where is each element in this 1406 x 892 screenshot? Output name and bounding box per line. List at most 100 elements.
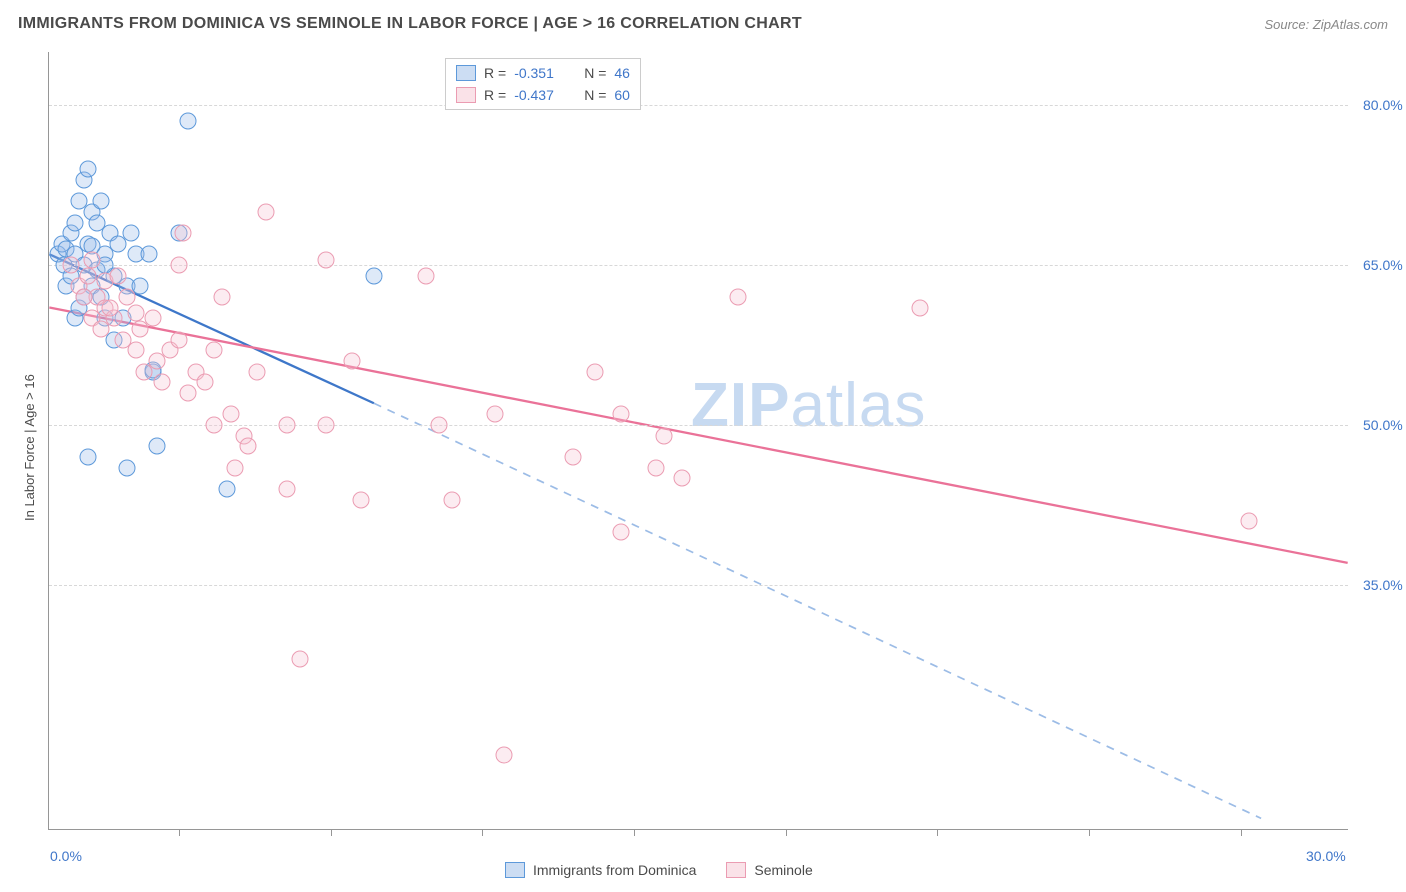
data-point-dominica: [119, 459, 136, 476]
data-point-seminole: [62, 257, 79, 274]
watermark: ZIPatlas: [691, 370, 926, 441]
data-point-dominica: [67, 214, 84, 231]
data-point-seminole: [1241, 512, 1258, 529]
gridline: [49, 105, 1348, 106]
data-point-dominica: [93, 193, 110, 210]
legend-n-value: 60: [614, 87, 630, 103]
x-tick: [1089, 829, 1090, 836]
data-point-seminole: [249, 363, 266, 380]
data-point-dominica: [366, 267, 383, 284]
gridline: [49, 425, 1348, 426]
data-point-seminole: [565, 448, 582, 465]
legend-swatch: [456, 65, 476, 81]
legend-swatch: [505, 862, 525, 878]
correlation-legend: R =-0.351N =46R =-0.437N =60: [445, 58, 641, 110]
data-point-seminole: [344, 353, 361, 370]
data-point-seminole: [353, 491, 370, 508]
data-point-seminole: [127, 342, 144, 359]
data-point-seminole: [145, 310, 162, 327]
data-point-seminole: [179, 385, 196, 402]
data-point-seminole: [153, 374, 170, 391]
data-point-dominica: [179, 113, 196, 130]
data-point-seminole: [656, 427, 673, 444]
data-point-seminole: [205, 417, 222, 434]
data-point-seminole: [214, 289, 231, 306]
legend-r-value: -0.437: [514, 87, 576, 103]
legend-n-value: 46: [614, 65, 630, 81]
data-point-seminole: [730, 289, 747, 306]
y-tick-label: 50.0%: [1363, 417, 1403, 433]
data-point-seminole: [587, 363, 604, 380]
data-point-seminole: [292, 651, 309, 668]
data-point-dominica: [218, 480, 235, 497]
gridline: [49, 585, 1348, 586]
legend-n-label: N =: [584, 87, 606, 103]
x-tick: [331, 829, 332, 836]
legend-swatch: [726, 862, 746, 878]
data-point-seminole: [487, 406, 504, 423]
chart-title: IMMIGRANTS FROM DOMINICA VS SEMINOLE IN …: [18, 15, 802, 33]
gridline: [49, 265, 1348, 266]
data-point-seminole: [101, 299, 118, 316]
legend-swatch: [456, 87, 476, 103]
data-point-seminole: [647, 459, 664, 476]
data-point-seminole: [279, 480, 296, 497]
data-point-seminole: [418, 267, 435, 284]
data-point-seminole: [93, 321, 110, 338]
y-tick-label: 35.0%: [1363, 577, 1403, 593]
legend-r-label: R =: [484, 65, 506, 81]
x-tick: [482, 829, 483, 836]
x-axis-max-label: 30.0%: [1306, 848, 1346, 864]
data-point-seminole: [613, 523, 630, 540]
data-point-seminole: [171, 257, 188, 274]
legend-row-dominica: R =-0.351N =46: [456, 62, 630, 84]
legend-row-seminole: R = -0.437 N = 60: [456, 84, 630, 106]
data-point-seminole: [127, 305, 144, 322]
data-point-seminole: [318, 417, 335, 434]
series-legend: Immigrants from Dominica Seminole: [505, 862, 813, 878]
chart-container: IMMIGRANTS FROM DOMINICA VS SEMINOLE IN …: [0, 0, 1406, 892]
watermark-rest: atlas: [790, 371, 926, 440]
data-point-seminole: [673, 470, 690, 487]
data-point-seminole: [223, 406, 240, 423]
source-label: Source: ZipAtlas.com: [1264, 17, 1388, 32]
data-point-seminole: [110, 267, 127, 284]
series-legend-item-dominica: Immigrants from Dominica: [505, 862, 696, 878]
series-legend-label: Immigrants from Dominica: [533, 862, 696, 878]
data-point-seminole: [227, 459, 244, 476]
data-point-seminole: [171, 331, 188, 348]
x-tick: [937, 829, 938, 836]
data-point-dominica: [80, 448, 97, 465]
legend-n-label: N =: [584, 65, 606, 81]
data-point-dominica: [123, 225, 140, 242]
header: IMMIGRANTS FROM DOMINICA VS SEMINOLE IN …: [0, 0, 1406, 40]
x-tick: [179, 829, 180, 836]
data-point-seminole: [257, 203, 274, 220]
y-axis-title: In Labor Force | Age > 16: [22, 374, 37, 521]
data-point-seminole: [240, 438, 257, 455]
data-point-seminole: [197, 374, 214, 391]
data-point-seminole: [80, 267, 97, 284]
data-point-seminole: [84, 251, 101, 268]
x-axis-min-label: 0.0%: [50, 848, 82, 864]
x-tick: [634, 829, 635, 836]
legend-r-label: R =: [484, 87, 506, 103]
data-point-seminole: [318, 251, 335, 268]
data-point-dominica: [149, 438, 166, 455]
data-point-seminole: [613, 406, 630, 423]
data-point-seminole: [496, 747, 513, 764]
data-point-seminole: [119, 289, 136, 306]
data-point-dominica: [140, 246, 157, 263]
series-legend-label: Seminole: [754, 862, 812, 878]
data-point-seminole: [431, 417, 448, 434]
data-point-seminole: [75, 289, 92, 306]
data-point-seminole: [279, 417, 296, 434]
y-tick-label: 65.0%: [1363, 257, 1403, 273]
data-point-seminole: [444, 491, 461, 508]
watermark-bold: ZIP: [691, 371, 790, 440]
data-point-seminole: [175, 225, 192, 242]
data-point-dominica: [80, 161, 97, 178]
x-tick: [786, 829, 787, 836]
data-point-seminole: [912, 299, 929, 316]
plot-area: ZIPatlas 80.0%65.0%50.0%35.0%: [48, 52, 1348, 830]
